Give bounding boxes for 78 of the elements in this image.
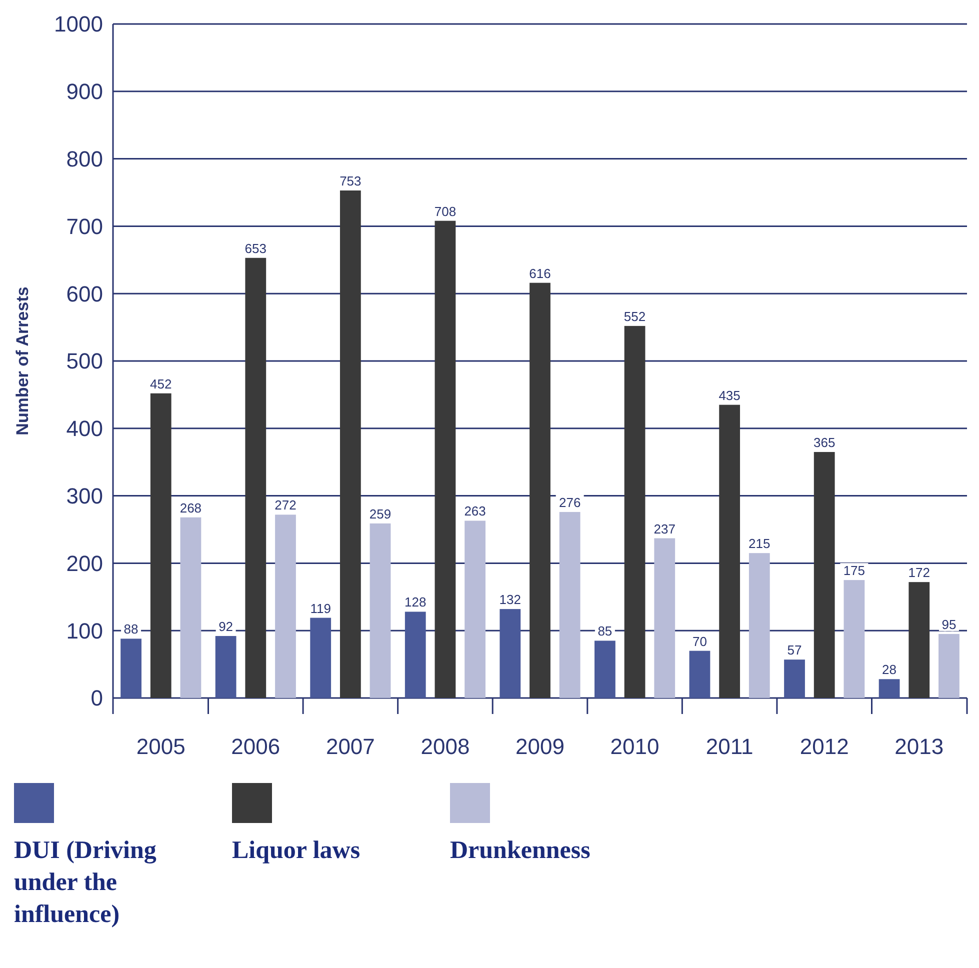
- bar: [150, 393, 172, 698]
- y-tick-label: 900: [66, 79, 103, 104]
- bar: [719, 404, 740, 698]
- y-tick-label: 700: [66, 214, 103, 239]
- x-tick-label: 2010: [610, 734, 660, 759]
- y-tick-label: 400: [66, 416, 103, 442]
- bar: [654, 538, 676, 698]
- bar: [784, 660, 805, 698]
- bar: [404, 612, 426, 698]
- bar: [748, 553, 770, 698]
- legend-label: Liquor laws: [232, 837, 360, 864]
- data-label: 172: [908, 565, 930, 580]
- data-label: 70: [692, 634, 707, 649]
- bar: [275, 514, 296, 698]
- y-tick-label: 600: [66, 281, 103, 306]
- data-label: 552: [624, 308, 646, 324]
- bar: [500, 609, 521, 698]
- bar: [245, 258, 266, 698]
- data-label: 653: [244, 240, 266, 256]
- data-label: 132: [499, 592, 522, 608]
- bar: [559, 512, 580, 698]
- bar: [215, 636, 236, 698]
- data-label: 365: [814, 434, 836, 450]
- y-axis-title: Number of Arrests: [13, 286, 32, 436]
- data-label: 95: [942, 616, 956, 632]
- x-tick-label: 2006: [231, 734, 280, 759]
- x-tick-label: 2005: [136, 734, 186, 759]
- bar: [908, 582, 930, 698]
- data-label: 28: [882, 662, 897, 678]
- data-label: 276: [558, 494, 581, 510]
- x-tick-label: 2011: [706, 734, 754, 759]
- data-label: 435: [718, 388, 740, 403]
- bar: [180, 517, 202, 698]
- x-tick-label: 2012: [800, 734, 849, 759]
- y-tick-label: 200: [66, 550, 103, 576]
- legend-label: DUI (Driving under the influence): [14, 837, 157, 928]
- data-label: 128: [404, 594, 426, 610]
- bar: [814, 452, 835, 698]
- bar: [594, 640, 616, 698]
- data-label: 708: [434, 204, 456, 219]
- data-label: 92: [218, 618, 234, 634]
- bar: [938, 634, 960, 698]
- bar: [844, 580, 865, 698]
- data-label: 119: [310, 600, 331, 616]
- data-label: 263: [464, 504, 486, 519]
- legend-label: Drunkenness: [450, 837, 591, 864]
- bar: [624, 326, 646, 698]
- x-tick-label: 2013: [894, 734, 944, 759]
- data-label: 753: [340, 173, 362, 188]
- data-label: 452: [150, 376, 172, 392]
- y-tick-label: 1000: [54, 12, 103, 37]
- data-label: 215: [748, 536, 770, 552]
- bar: [120, 638, 142, 698]
- y-tick-label: 0: [90, 686, 103, 711]
- bar: [340, 190, 361, 698]
- x-tick-label: 2007: [326, 734, 375, 759]
- data-label: 272: [274, 498, 296, 513]
- data-label: 259: [369, 506, 392, 522]
- y-tick-label: 800: [66, 146, 103, 172]
- data-label: 268: [180, 500, 202, 516]
- bar: [370, 523, 391, 698]
- bar: [434, 220, 456, 698]
- y-tick-label: 100: [66, 618, 103, 644]
- bar: [878, 679, 900, 698]
- bar: [464, 520, 486, 698]
- bar: [310, 618, 332, 698]
- data-label: 175: [843, 563, 866, 578]
- bar: [689, 650, 710, 698]
- bar: [530, 282, 550, 698]
- data-label: 88: [124, 622, 138, 637]
- y-tick-label: 300: [66, 484, 103, 508]
- data-label: 616: [529, 266, 551, 281]
- y-tick-label: 500: [66, 348, 103, 374]
- data-label: 237: [654, 521, 676, 536]
- x-tick-label: 2009: [516, 734, 564, 759]
- data-label: 85: [598, 624, 612, 639]
- x-tick-label: 2008: [420, 734, 470, 759]
- data-label: 57: [787, 642, 802, 658]
